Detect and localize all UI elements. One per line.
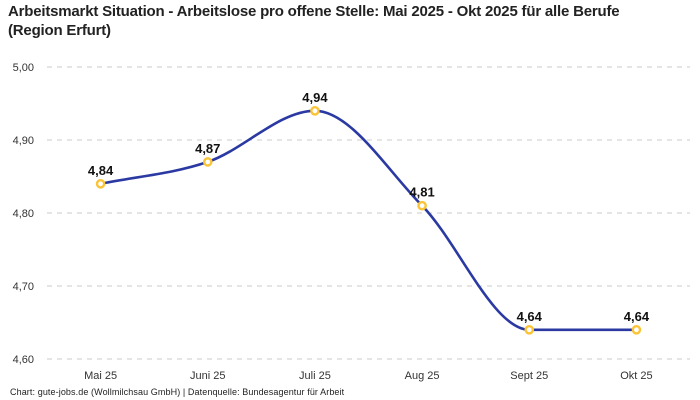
series-line [99,109,638,332]
data-point-label: 4,64 [517,309,543,324]
data-point-label: 4,94 [302,90,328,105]
y-axis-tick-label: 4,70 [13,281,34,293]
data-point-marker [417,200,427,211]
data-point-label: 4,81 [409,185,434,200]
data-point-marker [631,324,642,335]
x-axis-label: Juni 25 [190,370,225,382]
y-axis-tick-label: 5,00 [13,62,34,74]
data-point-label: 4,84 [88,163,114,178]
data-point-label: 4,87 [195,141,220,156]
x-axis-label: Sept 25 [510,370,548,382]
data-point-marker [95,178,106,189]
chart-attribution: Chart: gute-jobs.de (Wollmilchsau GmbH) … [10,387,345,397]
x-axis-label: Aug 25 [405,370,440,382]
x-axis-label: Juli 25 [299,370,331,382]
data-point-marker [310,106,320,116]
chart-title: Arbeitsmarkt Situation - Arbeitslose pro… [8,3,620,39]
data-point-marker [202,157,213,167]
data-point-marker [524,324,535,335]
y-axis-tick-label: 4,60 [13,354,34,366]
data-point-label: 4,64 [624,309,650,324]
y-axis-tick-label: 4,90 [13,135,34,147]
x-axis-label: Mai 25 [84,370,117,382]
x-axis-label: Okt 25 [620,370,652,382]
y-axis-tick-label: 4,80 [13,208,34,220]
